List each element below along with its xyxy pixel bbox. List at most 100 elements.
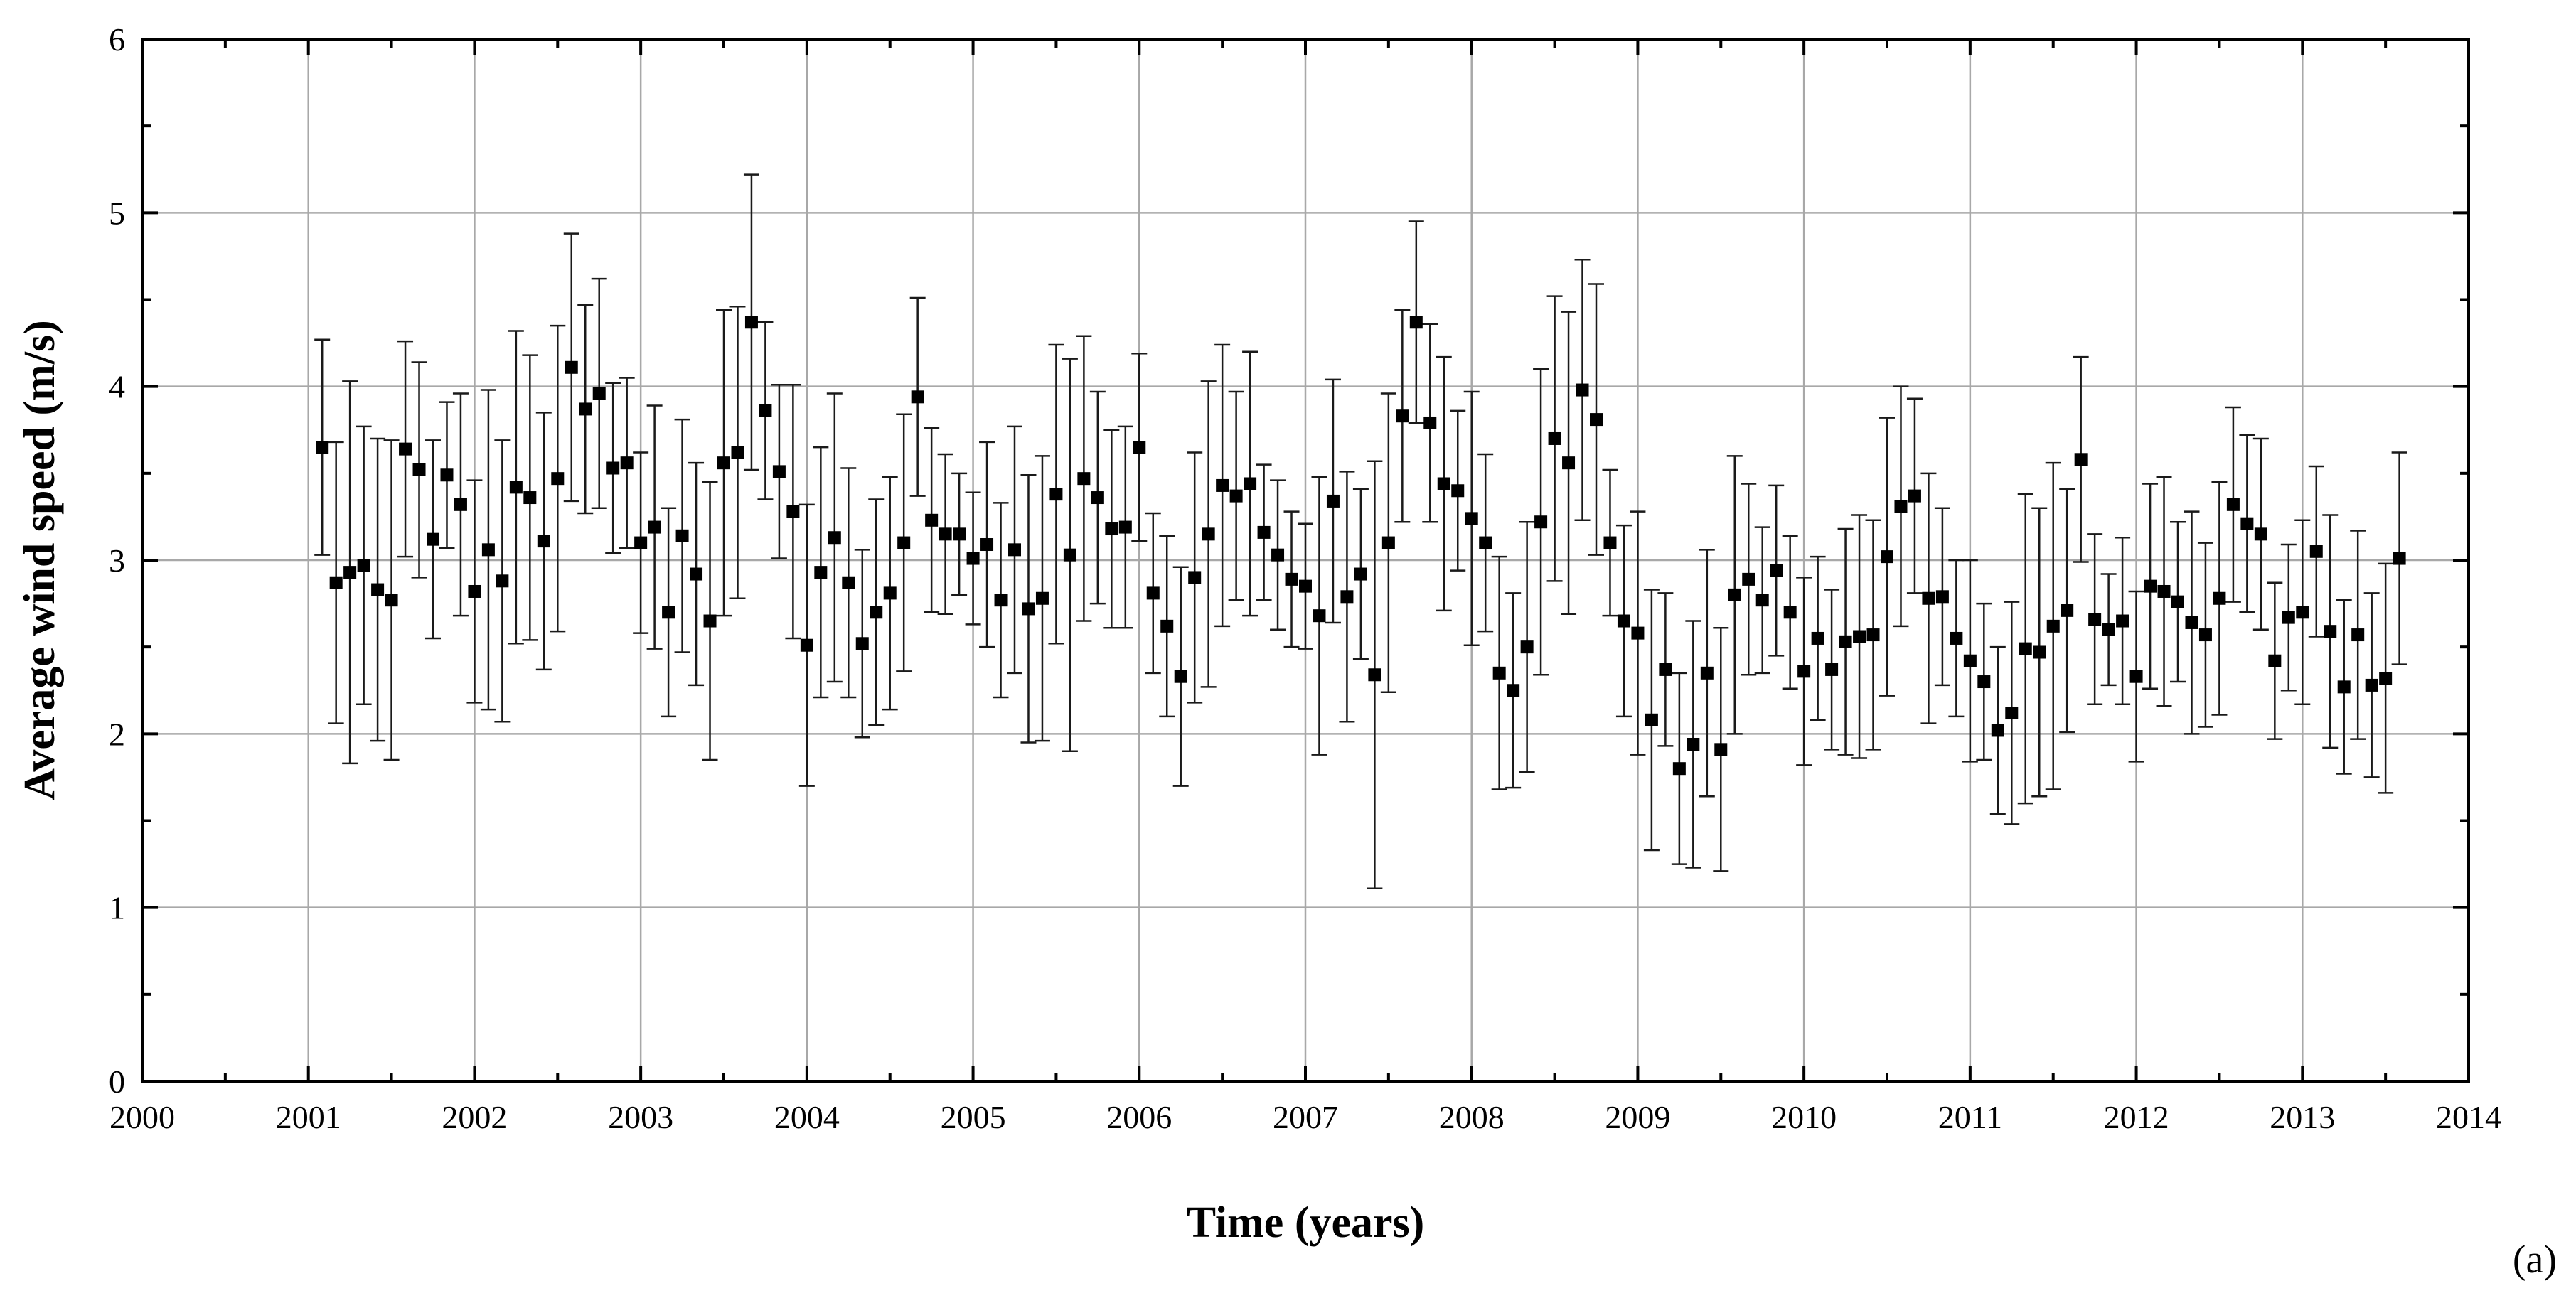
data-point bbox=[412, 463, 426, 476]
data-point bbox=[537, 535, 550, 548]
y-tick-label: 2 bbox=[109, 716, 125, 752]
data-point bbox=[1479, 536, 1492, 549]
data-point bbox=[1077, 472, 1091, 486]
data-point bbox=[565, 360, 578, 374]
data-point bbox=[399, 442, 412, 456]
data-point bbox=[1714, 743, 1728, 756]
data-point bbox=[1576, 383, 1589, 397]
data-point bbox=[1520, 640, 1534, 654]
data-point bbox=[1894, 500, 1908, 513]
data-point bbox=[1755, 594, 1769, 607]
data-point bbox=[496, 574, 509, 588]
y-tick-label: 5 bbox=[109, 195, 125, 231]
data-point bbox=[2185, 616, 2198, 629]
data-point bbox=[523, 491, 537, 505]
data-point bbox=[1437, 477, 1450, 490]
data-point bbox=[2296, 606, 2309, 619]
data-point bbox=[1617, 614, 1630, 628]
data-point bbox=[592, 387, 606, 400]
data-point bbox=[1133, 441, 1146, 454]
data-point bbox=[2102, 623, 2115, 636]
data-point bbox=[1229, 489, 1243, 503]
x-tick-label: 2007 bbox=[1273, 1099, 1338, 1135]
data-point bbox=[897, 536, 911, 549]
x-tick-label: 2002 bbox=[442, 1099, 507, 1135]
y-tick-label: 1 bbox=[109, 890, 125, 926]
data-point bbox=[2088, 613, 2102, 626]
data-point bbox=[1700, 666, 1714, 680]
y-axis-title: Average wind speed (m/s) bbox=[16, 320, 64, 800]
data-point bbox=[1770, 564, 1783, 577]
data-point bbox=[2129, 670, 2143, 683]
data-point bbox=[1950, 631, 1963, 645]
data-point bbox=[1534, 515, 1548, 529]
data-point bbox=[690, 567, 703, 581]
data-point bbox=[1063, 548, 1076, 562]
x-tick-label: 2010 bbox=[1771, 1099, 1837, 1135]
panel-label: (a) bbox=[2513, 1238, 2557, 1282]
data-point bbox=[427, 532, 439, 546]
data-point bbox=[675, 529, 689, 542]
data-point bbox=[2309, 545, 2323, 558]
data-point bbox=[1853, 630, 1866, 643]
data-point bbox=[1672, 762, 1686, 776]
data-point bbox=[1118, 520, 1132, 534]
data-point bbox=[1313, 609, 1326, 623]
data-point bbox=[1257, 525, 1271, 539]
data-point bbox=[2379, 672, 2393, 685]
data-point bbox=[2351, 628, 2365, 642]
data-point bbox=[1174, 670, 1187, 683]
y-tick-label: 4 bbox=[109, 369, 125, 405]
y-tick-label: 6 bbox=[109, 21, 125, 58]
x-tick-label: 2005 bbox=[941, 1099, 1006, 1135]
data-point bbox=[648, 520, 661, 534]
data-point bbox=[980, 538, 994, 552]
data-point bbox=[1548, 431, 1561, 445]
data-point bbox=[883, 586, 897, 600]
data-point bbox=[1977, 675, 1991, 689]
data-point bbox=[870, 606, 883, 619]
data-point bbox=[953, 527, 966, 541]
y-tick-label: 3 bbox=[109, 542, 125, 579]
data-point bbox=[1590, 413, 1603, 427]
data-point bbox=[731, 446, 744, 459]
data-point bbox=[468, 584, 481, 598]
x-tick-label: 2013 bbox=[2270, 1099, 2335, 1135]
data-point bbox=[1465, 512, 1478, 525]
data-point bbox=[1507, 684, 1520, 697]
data-point bbox=[1216, 478, 1229, 492]
data-point bbox=[329, 576, 343, 589]
data-point bbox=[2171, 595, 2184, 608]
data-point bbox=[1368, 668, 1381, 682]
data-point bbox=[2213, 591, 2226, 605]
axis-ticks bbox=[141, 38, 2470, 1083]
data-point bbox=[1022, 602, 1035, 616]
data-point bbox=[1922, 591, 1935, 605]
data-point bbox=[1049, 488, 1063, 501]
data-point bbox=[1562, 456, 1576, 470]
data-point bbox=[2198, 628, 2212, 642]
data-point bbox=[925, 513, 939, 527]
data-point bbox=[939, 527, 952, 541]
data-point bbox=[316, 441, 329, 454]
x-tick-label: 2001 bbox=[276, 1099, 341, 1135]
data-point bbox=[2074, 453, 2088, 466]
error-bars bbox=[314, 173, 2407, 890]
data-point bbox=[481, 543, 495, 557]
data-point bbox=[1797, 665, 1811, 678]
x-tick-label: 2008 bbox=[1439, 1099, 1505, 1135]
data-point bbox=[2005, 707, 2019, 720]
data-point bbox=[800, 638, 813, 652]
data-point bbox=[2365, 678, 2378, 692]
data-point bbox=[1728, 588, 1741, 601]
data-point bbox=[717, 456, 730, 470]
data-point bbox=[634, 536, 648, 549]
data-point bbox=[620, 456, 634, 470]
data-points bbox=[316, 316, 2406, 776]
data-point bbox=[1908, 489, 1921, 503]
data-point bbox=[1659, 663, 1672, 676]
data-point bbox=[385, 594, 398, 607]
data-point bbox=[855, 637, 869, 650]
data-point bbox=[2393, 552, 2406, 565]
